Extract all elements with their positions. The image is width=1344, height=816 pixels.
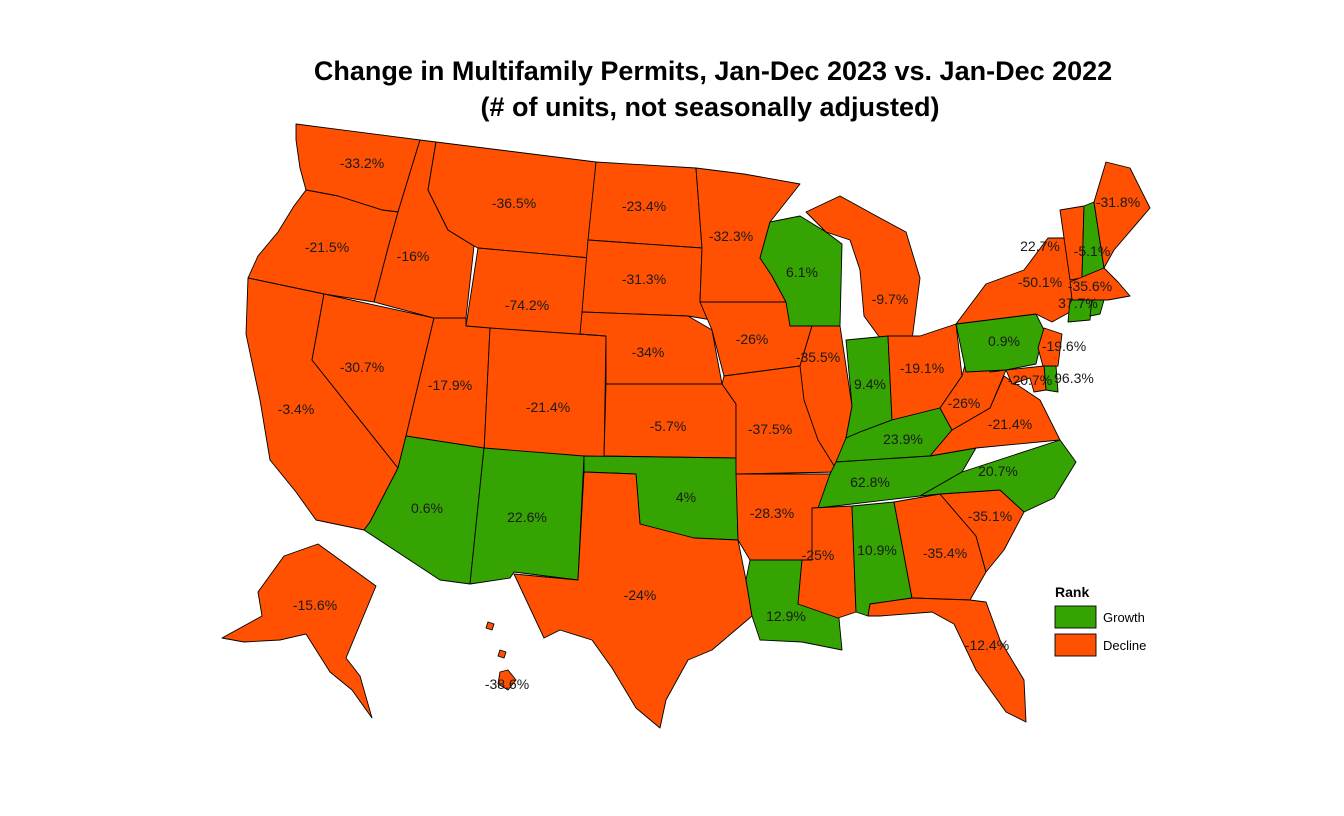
legend-title: Rank	[1055, 584, 1089, 600]
state-label-ar: -28.3%	[750, 505, 794, 521]
state-label-ne: -34%	[632, 344, 665, 360]
state-co	[483, 327, 607, 463]
legend-swatch-growth	[1054, 605, 1097, 629]
legend-swatch-decline	[1054, 633, 1097, 657]
state-label-ca: -3.4%	[278, 401, 315, 417]
state-hi-island	[497, 649, 507, 659]
state-label-al: 10.9%	[857, 542, 897, 558]
state-label-nc: 20.7%	[978, 463, 1018, 479]
state-labels: -33.2% -21.5% -3.4% -30.7% -16% -36.5% -…	[278, 155, 1140, 692]
state-label-de: 96.3%	[1054, 370, 1094, 386]
state-hi	[497, 669, 517, 691]
state-label-sc: -35.1%	[968, 508, 1012, 524]
state-label-fl: -12.4%	[965, 637, 1009, 653]
state-label-ny: -50.1%	[1018, 274, 1062, 290]
state-label-nj: -19.6%	[1042, 338, 1086, 354]
state-label-nd: -23.4%	[622, 198, 666, 214]
state-label-ct: 37.7%	[1058, 295, 1098, 311]
state-label-va: -21.4%	[988, 416, 1032, 432]
state-label-id: -16%	[397, 248, 430, 264]
state-label-pa: 0.9%	[988, 333, 1020, 349]
map-legend: Rank Growth Decline	[1054, 584, 1146, 657]
state-label-me: -31.8%	[1096, 194, 1140, 210]
state-label-ak: -15.6%	[293, 597, 337, 613]
state-label-ky: 23.9%	[883, 431, 923, 447]
state-label-nh: -5.1%	[1074, 243, 1111, 259]
state-label-ia: -26%	[736, 331, 769, 347]
state-label-vt: 22.7%	[1020, 238, 1060, 254]
state-label-co: -21.4%	[526, 399, 570, 415]
legend-label-decline: Decline	[1103, 638, 1146, 653]
map-title: Change in Multifamily Permits, Jan-Dec 2…	[314, 56, 1112, 86]
state-label-hi: -38.6%	[485, 676, 529, 692]
state-ct	[1067, 299, 1093, 323]
state-wv	[939, 345, 1007, 431]
state-label-md: -20.7%	[1008, 372, 1052, 388]
state-tn	[817, 447, 977, 509]
state-fl	[867, 597, 1027, 723]
state-label-mi: -9.7%	[872, 291, 909, 307]
state-label-ma: -35.6%	[1068, 278, 1112, 294]
state-label-tx: -24%	[624, 587, 657, 603]
state-wy	[465, 247, 591, 339]
state-ak	[221, 543, 377, 719]
state-ri	[1089, 299, 1105, 317]
state-label-mn: -32.3%	[709, 228, 753, 244]
state-hi-island	[485, 621, 495, 631]
state-label-wv: -26%	[948, 395, 981, 411]
state-il	[789, 325, 853, 473]
state-label-wa: -33.2%	[340, 155, 384, 171]
state-label-in: 9.4%	[854, 376, 886, 392]
map-subtitle: (# of units, not seasonally adjusted)	[480, 92, 939, 122]
state-label-la: 12.9%	[766, 608, 806, 624]
state-label-tn: 62.8%	[850, 474, 890, 490]
state-label-ms: -25%	[802, 547, 835, 563]
states-layer	[221, 123, 1151, 729]
state-label-az: 0.6%	[411, 500, 443, 516]
state-label-ut: -17.9%	[428, 377, 472, 393]
state-or	[247, 189, 399, 303]
state-label-il: -35.5%	[796, 349, 840, 365]
state-label-wi: 6.1%	[786, 264, 818, 280]
state-label-nv: -30.7%	[340, 359, 384, 375]
legend-label-growth: Growth	[1103, 610, 1145, 625]
state-nc	[919, 439, 1077, 513]
state-label-ok: 4%	[676, 489, 696, 505]
state-label-mo: -37.5%	[748, 421, 792, 437]
state-label-nm: 22.6%	[507, 509, 547, 525]
state-tx	[513, 471, 753, 729]
state-label-oh: -19.1%	[900, 360, 944, 376]
state-label-wy: -74.2%	[505, 297, 549, 313]
state-label-ks: -5.7%	[650, 418, 687, 434]
state-label-or: -21.5%	[305, 239, 349, 255]
state-label-sd: -31.3%	[622, 271, 666, 287]
state-label-ga: -35.4%	[923, 545, 967, 561]
state-md	[1005, 365, 1047, 393]
state-label-mt: -36.5%	[492, 195, 536, 211]
